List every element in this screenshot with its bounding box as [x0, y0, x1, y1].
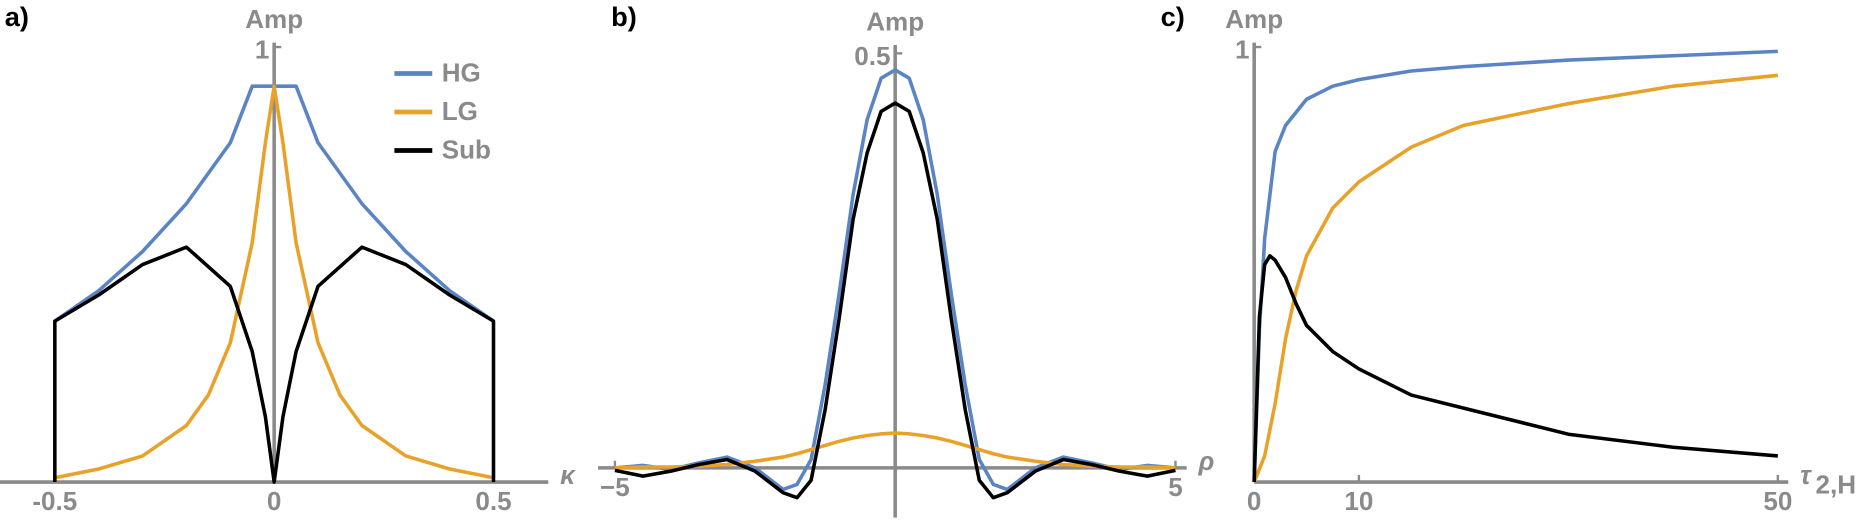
y-axis-label: Amp — [1225, 4, 1283, 34]
legend-label: HG — [442, 58, 481, 88]
series-line — [1252, 49, 1778, 483]
panel-label: c) — [1161, 1, 1185, 32]
series-line — [54, 84, 494, 480]
series-line — [614, 68, 1176, 492]
y-tick-label: 1 — [1235, 35, 1250, 65]
y-tick-label: 1 — [255, 35, 270, 65]
y-axis-label: Amp — [245, 4, 303, 34]
x-tick-label: 0 — [267, 486, 282, 516]
x-tick-label: 50 — [1763, 486, 1792, 516]
y-tick-label: 0.5 — [854, 41, 890, 71]
panel-label: b) — [611, 1, 637, 32]
x-tick-label: 0 — [1247, 486, 1262, 516]
legend-label: Sub — [442, 135, 491, 165]
x-tick-label: -0.5 — [32, 486, 77, 516]
x-axis-label-sub: 2,HG — [1816, 470, 1857, 500]
x-tick-label: 10 — [1344, 486, 1373, 516]
series-line — [614, 101, 1176, 500]
legend-label: LG — [442, 96, 478, 126]
x-axis-label: τ — [1800, 460, 1812, 490]
series-line — [53, 245, 496, 484]
y-axis-label: Amp — [866, 7, 924, 37]
panel-label: a) — [5, 1, 29, 32]
x-axis-label: ρ — [1198, 446, 1215, 476]
series-line — [1252, 73, 1779, 483]
x-tick-label: −5 — [600, 472, 630, 502]
x-axis-label: κ — [560, 460, 576, 490]
series-line — [1252, 254, 1778, 483]
x-tick-label: 5 — [1168, 472, 1183, 502]
x-tick-label: 0.5 — [475, 486, 511, 516]
series-line — [614, 431, 1176, 470]
